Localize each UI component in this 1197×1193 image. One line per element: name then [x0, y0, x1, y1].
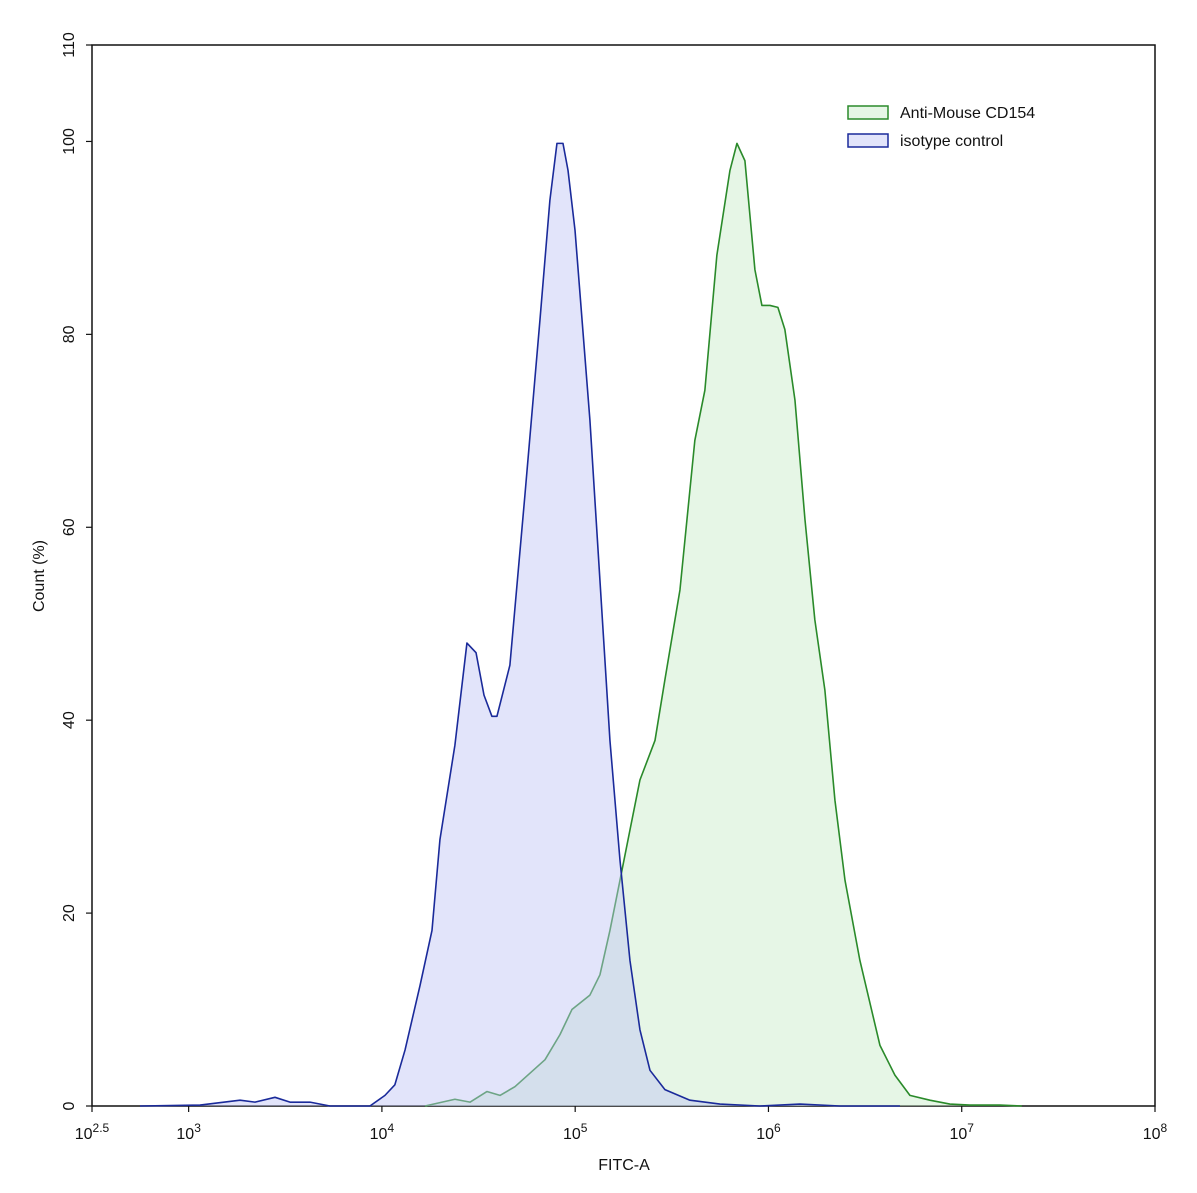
- legend-swatch: [847, 133, 889, 148]
- x-tick-base: 10: [370, 1126, 388, 1143]
- x-tick-label: 106: [756, 1121, 781, 1143]
- x-tick-exponent: 3: [194, 1121, 201, 1135]
- x-tick-label: 102.5: [75, 1121, 110, 1143]
- x-tick-exponent: 5: [581, 1121, 588, 1135]
- y-tick-label: 80: [61, 325, 78, 343]
- x-tick-exponent: 6: [774, 1121, 781, 1135]
- x-tick-label: 105: [563, 1121, 588, 1143]
- x-axis-label: FITC-A: [598, 1157, 650, 1174]
- x-tick-base: 10: [949, 1126, 967, 1143]
- y-tick-label: 40: [61, 711, 78, 729]
- x-tick-label: 107: [949, 1121, 974, 1143]
- histogram-area: [425, 143, 1022, 1106]
- x-tick-label: 108: [1143, 1121, 1168, 1143]
- x-tick-base: 10: [176, 1126, 194, 1143]
- legend-swatch: [847, 105, 889, 120]
- x-tick-base: 10: [1143, 1126, 1161, 1143]
- x-tick-exponent: 4: [387, 1121, 394, 1135]
- histogram-line: [139, 142, 900, 1107]
- legend-label: Anti-Mouse CD154: [900, 105, 1035, 122]
- y-tick-label: 20: [61, 904, 78, 922]
- y-axis-label: Count (%): [31, 540, 48, 612]
- x-tick-base: 10: [75, 1126, 93, 1143]
- y-tick-label: 60: [61, 518, 78, 536]
- histogram-area: [139, 143, 900, 1106]
- y-tick-label: 0: [61, 1101, 78, 1110]
- legend-label: isotype control: [900, 133, 1003, 150]
- y-tick-label: 100: [61, 128, 78, 155]
- x-tick-exponent: 8: [1161, 1121, 1168, 1135]
- x-tick-base: 10: [756, 1126, 774, 1143]
- x-tick-label: 103: [176, 1121, 201, 1143]
- x-tick-exponent: 2.5: [93, 1121, 110, 1135]
- x-tick-base: 10: [563, 1126, 581, 1143]
- y-tick-label: 110: [61, 32, 78, 58]
- x-tick-label: 104: [370, 1121, 395, 1143]
- plot-frame: [91, 44, 1156, 1107]
- x-tick-exponent: 7: [967, 1121, 974, 1135]
- histogram-line: [424, 142, 1022, 1107]
